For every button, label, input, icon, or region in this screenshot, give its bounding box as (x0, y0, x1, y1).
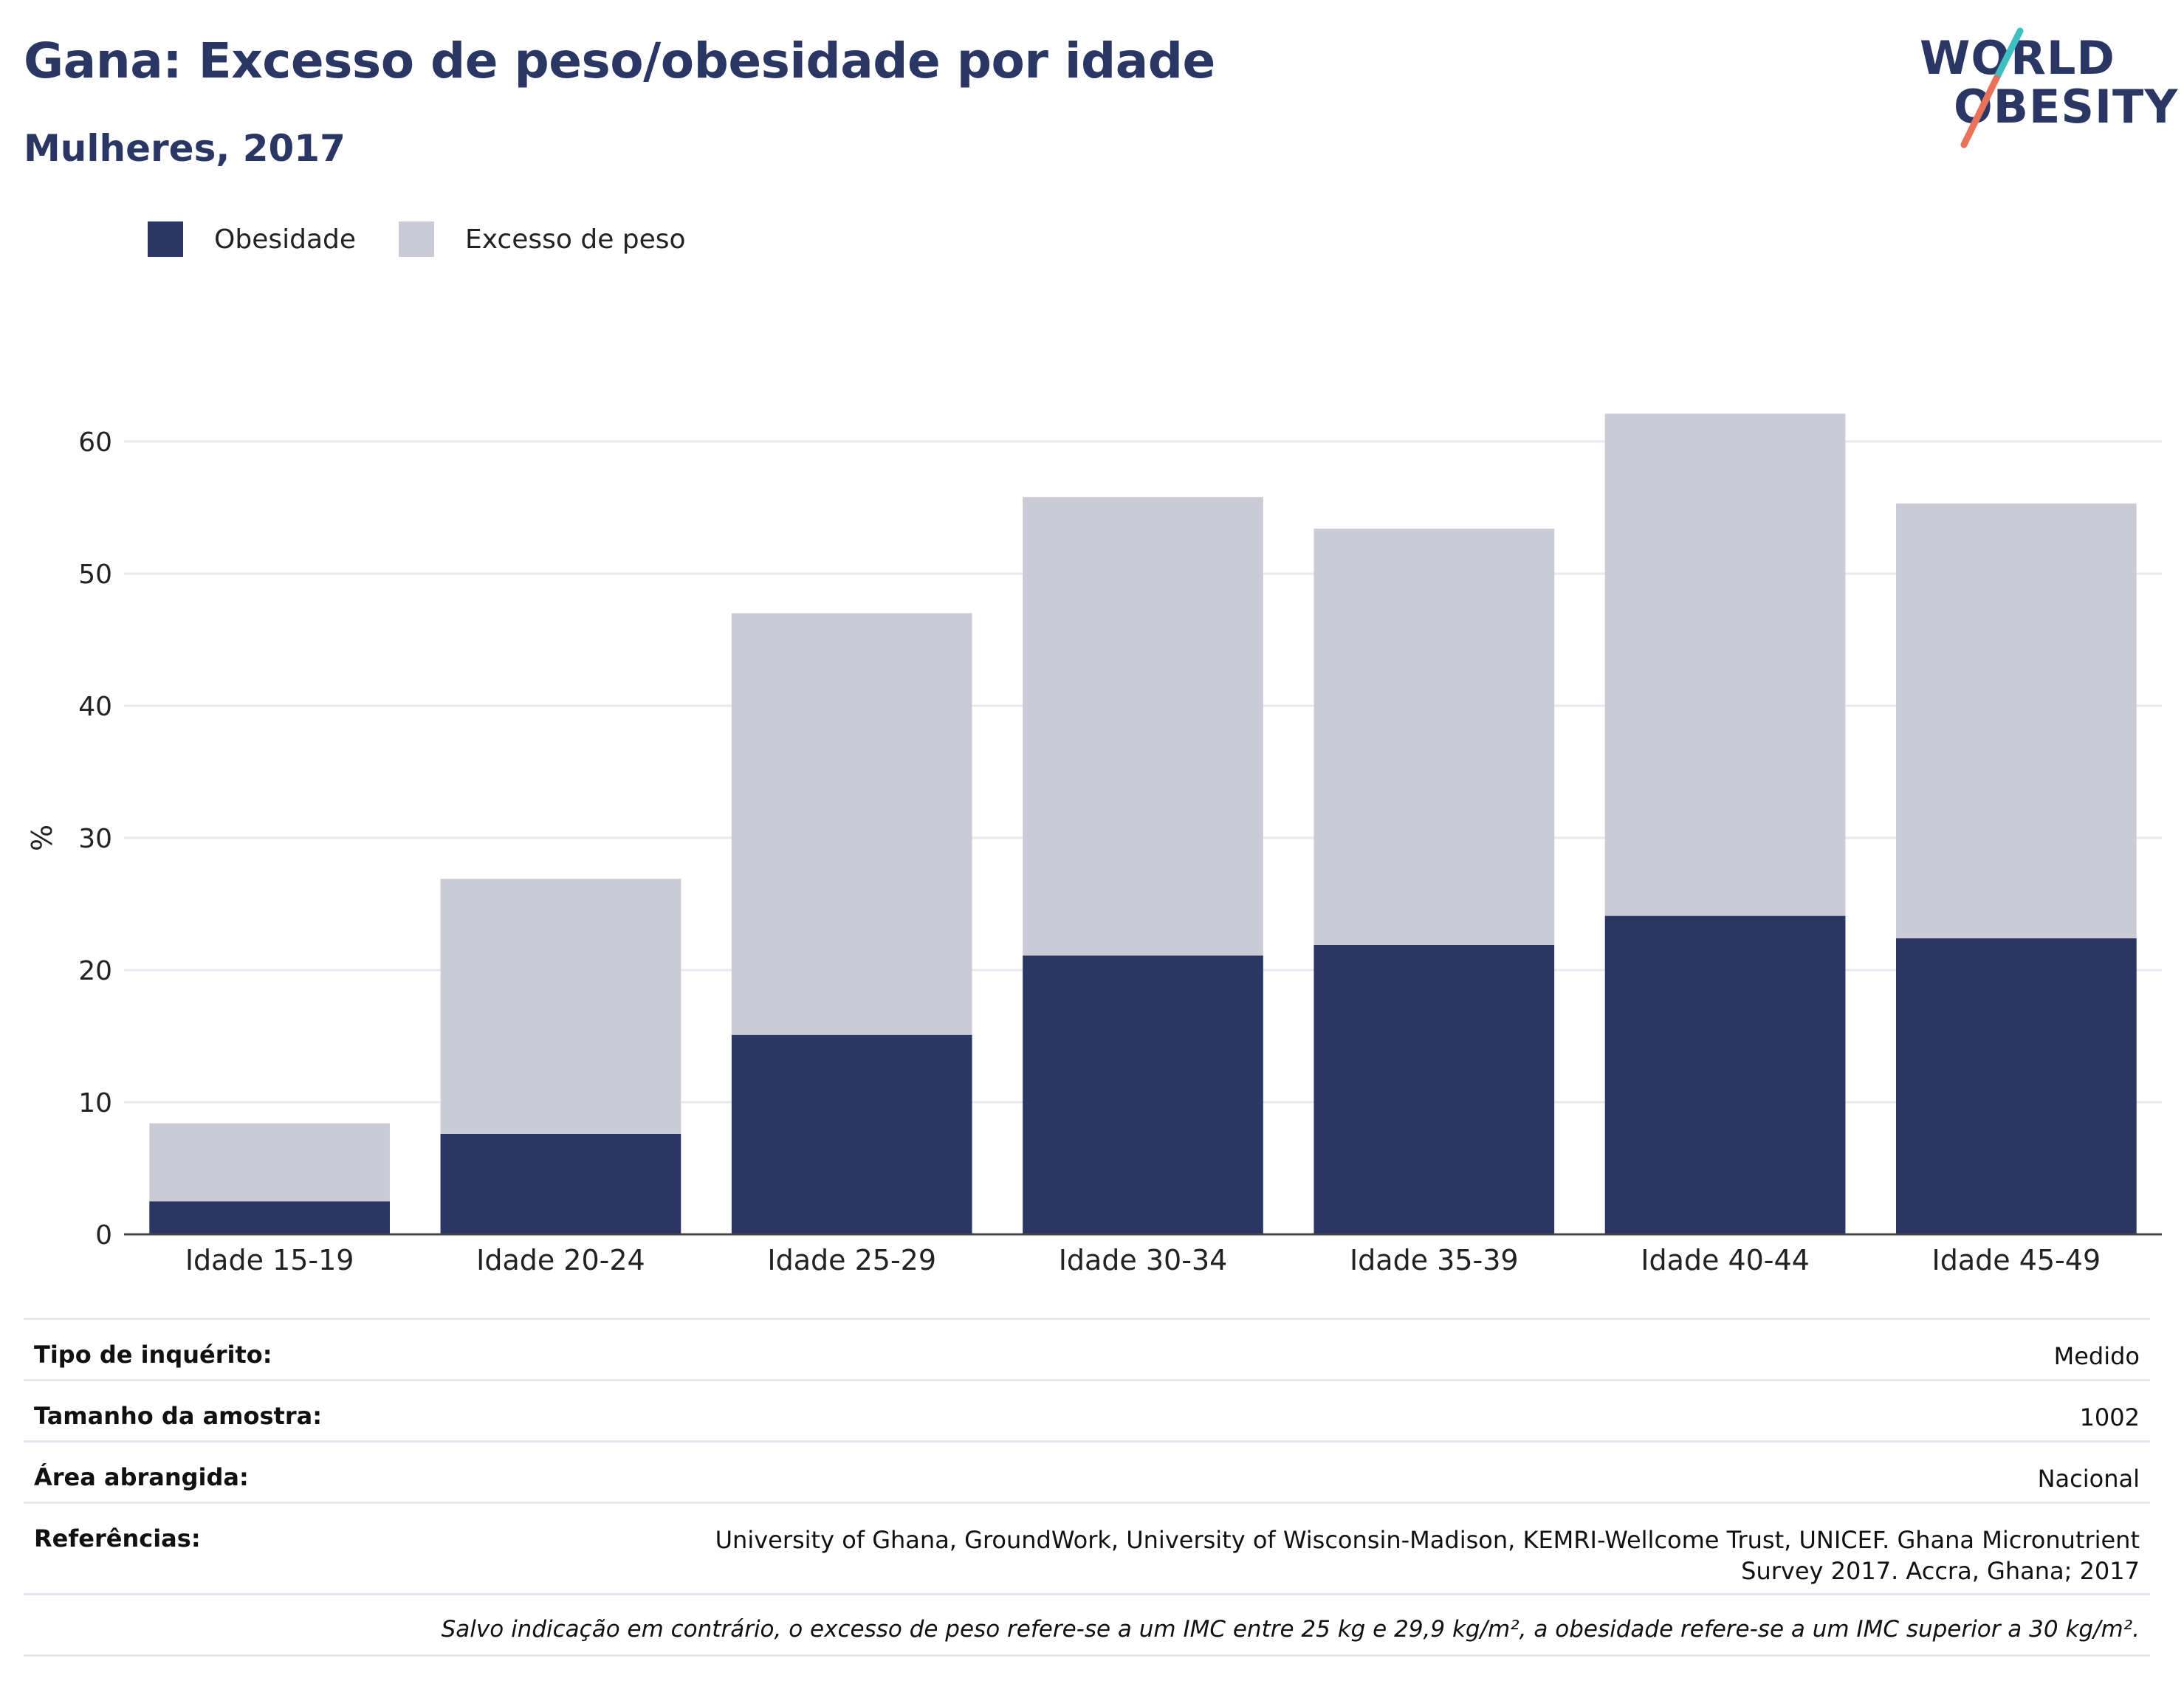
stacked-bar-chart: 0 10 20 30 40 50 60% Idade 15-19 Idade 20-24 Idad… (26, 413, 2162, 1276)
bar-segment-overweight (1314, 529, 1555, 945)
info-row-survey-type: Tipo de inquérito: Medido (24, 1318, 2150, 1379)
bar-segment-overweight (440, 879, 681, 1134)
bar-segment-obesity (1604, 915, 1846, 1234)
y-tick-label: 0 (95, 1220, 112, 1251)
bar-segment-obesity (1896, 938, 2137, 1234)
info-key: Tipo de inquérito: (34, 1341, 272, 1369)
bar-segment-obesity (440, 1133, 681, 1234)
info-key: Tamanho da amostra: (34, 1402, 322, 1430)
y-tick-label: 50 (78, 560, 112, 590)
y-tick-label: 20 (78, 956, 112, 986)
survey-info-table: Tipo de inquérito: Medido Tamanho da amo… (24, 1318, 2150, 1657)
x-tick-label: Idade 20-24 (476, 1244, 645, 1276)
definition-note: Salvo indicação em contrário, o excesso … (441, 1616, 2140, 1643)
x-tick-label: Idade 35-39 (1350, 1244, 1519, 1276)
x-tick-label: Idade 45-49 (1932, 1244, 2101, 1276)
info-value-references: University of Ghana, GroundWork, Univers… (715, 1526, 2140, 1585)
bar-segment-overweight (1896, 503, 2137, 939)
info-row-references: Referências: University of Ghana, Ground… (24, 1502, 2150, 1593)
info-key: Área abrangida: (34, 1463, 249, 1491)
info-key: Referências: (34, 1524, 201, 1553)
y-tick-label: 30 (78, 824, 112, 854)
bar-segment-obesity (1023, 955, 1263, 1234)
info-row-area: Área abrangida: Nacional (24, 1440, 2150, 1502)
info-bottom-border (24, 1654, 2150, 1657)
legend-swatch-obesity (148, 221, 183, 257)
legend-swatch-overweight (399, 221, 435, 257)
info-row-sample-size: Tamanho da amostra: 1002 (24, 1379, 2150, 1440)
chart-legend: Obesidade Excesso de peso (148, 220, 729, 258)
page-title: Gana: Excesso de peso/obesidade por idad… (24, 32, 1215, 89)
info-row-note: Salvo indicação em contrário, o excesso … (24, 1593, 2150, 1654)
bar-segment-obesity (1314, 944, 1555, 1234)
legend-label-obesity: Obesidade (214, 224, 357, 255)
x-tick-label: Idade 15-19 (185, 1244, 354, 1276)
legend-item-overweight[interactable]: Excesso de peso (399, 221, 686, 257)
info-value: Medido (2053, 1342, 2140, 1370)
y-tick-label: 10 (78, 1088, 112, 1118)
legend-item-obesity[interactable]: Obesidade (148, 221, 356, 257)
info-value: Nacional (2037, 1465, 2140, 1493)
y-tick-label: 60 (78, 427, 112, 458)
bar-segment-overweight (1023, 497, 1263, 956)
y-axis-label: % (26, 825, 58, 851)
bar-segment-obesity (149, 1201, 390, 1234)
x-tick-label: Idade 40-44 (1641, 1244, 1810, 1276)
y-tick-label: 40 (78, 692, 112, 722)
bar-segment-obesity (731, 1034, 972, 1234)
legend-label-overweight: Excesso de peso (465, 224, 686, 255)
info-value: 1002 (2079, 1403, 2140, 1431)
bar-segment-overweight (731, 613, 972, 1035)
x-tick-label: Idade 30-34 (1059, 1244, 1228, 1276)
bar-segment-overweight (1604, 413, 1846, 916)
logo-slash-icon (1960, 27, 2024, 148)
page-subtitle: Mulheres, 2017 (24, 127, 346, 170)
x-tick-label: Idade 25-29 (767, 1244, 936, 1276)
world-obesity-logo: WORLD OBESITY (1920, 27, 2177, 154)
bar-segment-overweight (149, 1123, 390, 1202)
